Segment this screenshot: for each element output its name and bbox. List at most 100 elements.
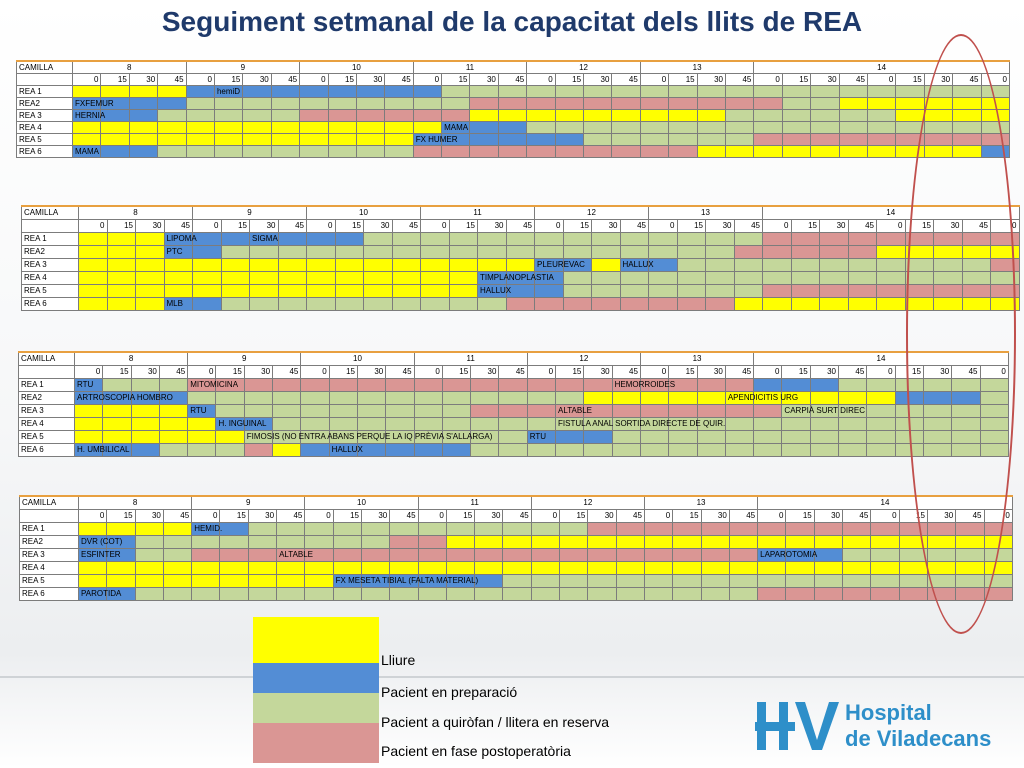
slot-cell <box>106 284 136 298</box>
slot-cell <box>870 574 900 588</box>
quarter-header: 45 <box>733 219 763 233</box>
slot-cell <box>870 535 900 549</box>
hour-header: 11 <box>412 60 528 74</box>
slot-cell <box>813 574 844 588</box>
slot-cell <box>809 378 840 392</box>
slot-cell <box>819 232 849 246</box>
slot-cell <box>955 522 985 536</box>
slot-cell <box>785 574 815 588</box>
slot-cell <box>838 417 868 431</box>
slot-cell <box>128 109 159 122</box>
slot-cell <box>838 443 868 457</box>
slot-cell <box>191 535 221 549</box>
quarter-header: 30 <box>242 73 272 86</box>
slot-cell <box>327 133 357 146</box>
slot-cell <box>961 232 991 246</box>
camilla-header: CAMILLA <box>19 495 79 510</box>
slot-cell: PAROTIDA <box>77 587 121 601</box>
slot-cell <box>648 232 678 246</box>
hour-header: 10 <box>304 495 419 510</box>
quarter-header: 30 <box>470 365 500 379</box>
quarter-header: 45 <box>385 365 415 379</box>
quarter-header: 45 <box>838 365 868 379</box>
slot-cell <box>733 297 763 311</box>
slot-cell <box>391 297 421 311</box>
slot-cell <box>762 284 792 298</box>
slot-cell <box>979 430 1009 444</box>
slot-cell <box>470 404 500 418</box>
slot-cell <box>724 430 755 444</box>
hour-header: 12 <box>530 495 645 510</box>
slot-cell <box>363 258 393 272</box>
slot-cell: LIPOMA <box>163 232 197 246</box>
slot-cell <box>505 258 535 272</box>
quarter-header: 45 <box>951 365 981 379</box>
slot-cell <box>696 145 726 158</box>
bed-row: REA 3 HERNIA <box>16 109 1010 122</box>
slot-cell <box>448 284 478 298</box>
quarter-header: 15 <box>448 219 478 233</box>
procedure-label: SIGMA <box>252 234 278 243</box>
slot-cell <box>306 297 336 311</box>
slot-cell <box>220 258 250 272</box>
quarter-header: 0 <box>979 365 1009 379</box>
slot-cell <box>866 109 897 122</box>
slot-cell <box>412 121 443 134</box>
slot-cell <box>276 561 306 575</box>
quarter-header: 30 <box>810 73 840 86</box>
bed-row: REA2 DVR (COT) <box>19 535 1013 549</box>
slot-cell <box>100 85 130 98</box>
slot-cell <box>838 85 868 98</box>
quarter-header: 15 <box>554 73 585 86</box>
slot-cell <box>979 417 1009 431</box>
quarter-header: 30 <box>587 509 617 523</box>
slot-cell <box>904 245 934 259</box>
slot-cell <box>990 245 1020 259</box>
slot-cell <box>668 404 698 418</box>
slot-cell <box>668 109 698 122</box>
slot-cell <box>162 587 193 601</box>
slot-cell <box>983 522 1013 536</box>
quarter-header: 0 <box>73 365 104 379</box>
quarter-header-row: 0 15 30 45 0 15 30 45 0 15 30 45 0 15 30 45 0 15 30 45 0 15 30… <box>19 509 1013 523</box>
quarter-header: 0 <box>876 219 906 233</box>
slot-cell: HERNIA <box>71 109 105 122</box>
slot-cell <box>502 587 532 601</box>
slot-cell <box>980 121 1010 134</box>
procedure-label: PAROTIDA <box>81 589 122 598</box>
slot-cell <box>700 522 730 536</box>
slot-cell <box>356 443 387 457</box>
hour-header: 14 <box>762 205 1020 220</box>
slot-cell <box>876 232 906 246</box>
slot-cell <box>847 245 877 259</box>
slot-cell <box>128 85 159 98</box>
procedure-label: FIMOSIS (NO ENTRA ABANS PERQUE LA IQ PRÈ… <box>246 432 493 441</box>
slot-cell <box>219 561 249 575</box>
bed-label: REA 1 <box>16 85 73 98</box>
slot-cell <box>562 297 592 311</box>
quarter-header: 30 <box>591 219 621 233</box>
slot-cell <box>469 145 499 158</box>
quarter-header: 0 <box>300 365 330 379</box>
slot-cell <box>78 232 108 246</box>
slot-cell <box>753 97 783 110</box>
slot-cell <box>272 417 302 431</box>
slot-cell <box>213 133 244 146</box>
slot-cell <box>412 109 443 122</box>
slot-cell <box>643 561 674 575</box>
bed-label: REA2 <box>18 391 75 405</box>
slot-cell <box>391 232 421 246</box>
slot-cell <box>502 548 532 562</box>
quarter-header: 0 <box>413 365 443 379</box>
slot-cell <box>587 535 617 549</box>
slot-cell <box>555 443 585 457</box>
bed-label: REA 1 <box>18 378 75 392</box>
slot-cell <box>611 443 641 457</box>
slot-cell <box>724 85 755 98</box>
slot-cell <box>441 145 471 158</box>
slot-cell <box>847 271 877 285</box>
quarter-header: 0 <box>648 219 678 233</box>
slot-cell: HALLUX <box>477 284 511 298</box>
slot-cell <box>781 430 811 444</box>
procedure-label: HALLUX <box>622 260 654 269</box>
